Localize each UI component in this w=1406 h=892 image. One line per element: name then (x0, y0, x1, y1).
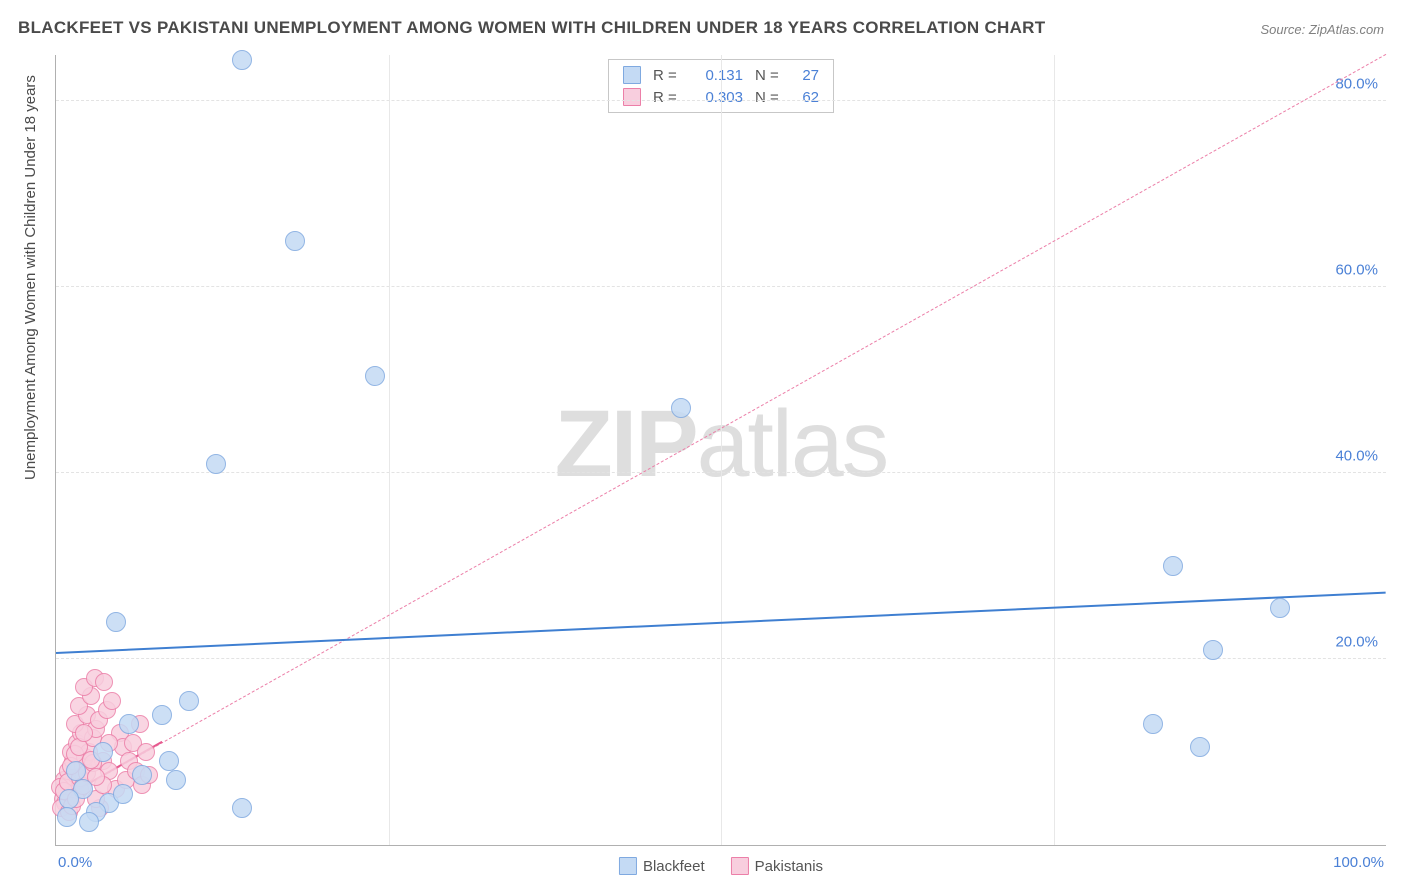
swatch-blackfeet (619, 857, 637, 875)
r-value-blackfeet: 0.131 (687, 67, 743, 84)
legend-item-blackfeet: Blackfeet (619, 857, 705, 875)
n-label: N = (755, 89, 783, 106)
data-point (66, 761, 86, 781)
data-point (232, 50, 252, 70)
y-tick-label: 40.0% (1335, 448, 1378, 465)
n-label: N = (755, 67, 783, 84)
legend-label-pakistanis: Pakistanis (755, 858, 823, 875)
n-value-blackfeet: 27 (789, 67, 819, 84)
swatch-blackfeet (623, 66, 641, 84)
data-point (159, 751, 179, 771)
data-point (1143, 714, 1163, 734)
source-label: Source: ZipAtlas.com (1260, 22, 1384, 37)
watermark-atlas: atlas (697, 391, 888, 497)
data-point (119, 714, 139, 734)
data-point (137, 743, 155, 761)
data-point (75, 724, 93, 742)
data-point (113, 784, 133, 804)
n-value-pakistanis: 62 (789, 89, 819, 106)
data-point (103, 692, 121, 710)
data-point (232, 798, 252, 818)
data-point (285, 231, 305, 251)
x-tick-min: 0.0% (58, 854, 92, 871)
series-legend: Blackfeet Pakistanis (619, 857, 823, 875)
data-point (1190, 737, 1210, 757)
y-tick-label: 20.0% (1335, 634, 1378, 651)
data-point (1203, 640, 1223, 660)
data-point (106, 612, 126, 632)
legend-item-pakistanis: Pakistanis (731, 857, 823, 875)
data-point (57, 807, 77, 827)
gridline-v (1054, 55, 1055, 845)
data-point (166, 770, 186, 790)
data-point (1163, 556, 1183, 576)
data-point (59, 789, 79, 809)
data-point (206, 454, 226, 474)
r-value-pakistanis: 0.303 (687, 89, 743, 106)
swatch-pakistanis (731, 857, 749, 875)
data-point (152, 705, 172, 725)
r-label: R = (653, 67, 681, 84)
plot-area: ZIPatlas R = 0.131 N = 27 R = 0.303 N = … (55, 55, 1386, 846)
data-point (179, 691, 199, 711)
swatch-pakistanis (623, 88, 641, 106)
chart-container: BLACKFEET VS PAKISTANI UNEMPLOYMENT AMON… (0, 0, 1406, 892)
y-axis-label: Unemployment Among Women with Children U… (22, 75, 39, 480)
data-point (365, 366, 385, 386)
chart-title: BLACKFEET VS PAKISTANI UNEMPLOYMENT AMON… (18, 18, 1045, 38)
data-point (95, 673, 113, 691)
data-point (671, 398, 691, 418)
r-label: R = (653, 89, 681, 106)
x-tick-max: 100.0% (1333, 854, 1384, 871)
data-point (132, 765, 152, 785)
legend-label-blackfeet: Blackfeet (643, 858, 705, 875)
gridline-v (721, 55, 722, 845)
data-point (1270, 598, 1290, 618)
y-tick-label: 60.0% (1335, 262, 1378, 279)
data-point (93, 742, 113, 762)
data-point (79, 812, 99, 832)
gridline-v (389, 55, 390, 845)
